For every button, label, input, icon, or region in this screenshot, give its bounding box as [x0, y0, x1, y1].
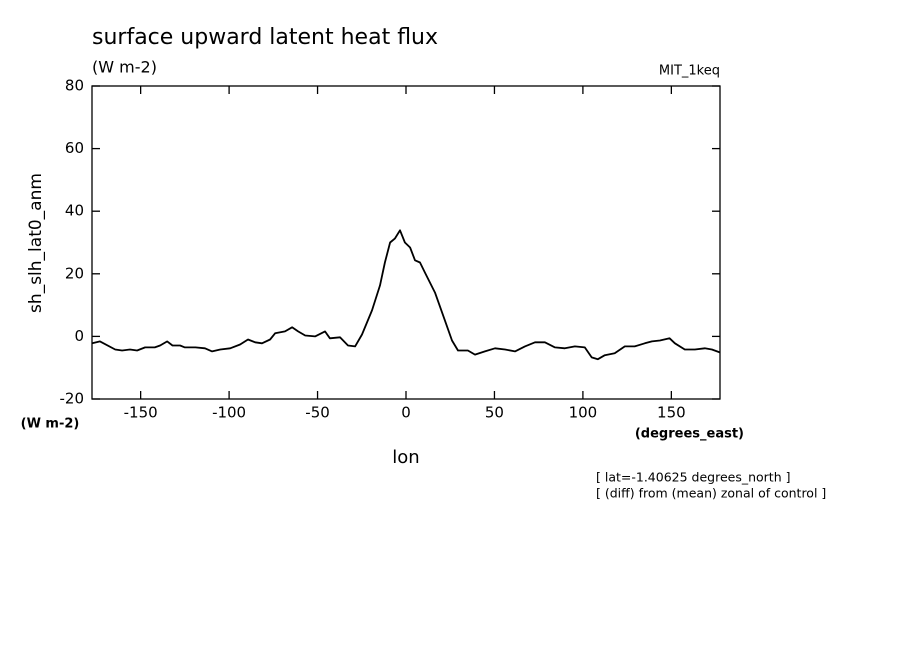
- y-tick-label: 0: [74, 327, 84, 345]
- chart-subtitle: (W m-2): [92, 58, 157, 77]
- data-line: [91, 229, 721, 361]
- x-units: (degrees_east): [635, 427, 744, 442]
- x-axis-label: lon: [392, 447, 419, 468]
- annotation: [ (diff) from (mean) zonal of control ]: [596, 486, 826, 501]
- dataset-label: MIT_1keq: [659, 64, 720, 79]
- y-tick-label: 20: [65, 264, 84, 282]
- annotation: [ lat=-1.40625 degrees_north ]: [596, 470, 790, 485]
- y-tick-label: -20: [60, 390, 85, 408]
- y-tick-label: 80: [65, 77, 84, 95]
- chart-title: surface upward latent heat flux: [92, 25, 438, 50]
- x-tick-label: 50: [485, 404, 504, 422]
- y-tick-label: 40: [65, 202, 84, 220]
- x-tick-label: 100: [569, 404, 598, 422]
- x-tick-label: 150: [657, 404, 686, 422]
- x-tick-label: -50: [305, 404, 330, 422]
- x-tick-label: 0: [401, 404, 411, 422]
- x-tick-label: -150: [124, 404, 158, 422]
- y-tick-label: 60: [65, 139, 84, 157]
- y-axis-label: sh_slh_lat0_anm: [26, 173, 46, 313]
- x-tick-label: -100: [212, 404, 246, 422]
- y-units: (W m-2): [21, 417, 80, 432]
